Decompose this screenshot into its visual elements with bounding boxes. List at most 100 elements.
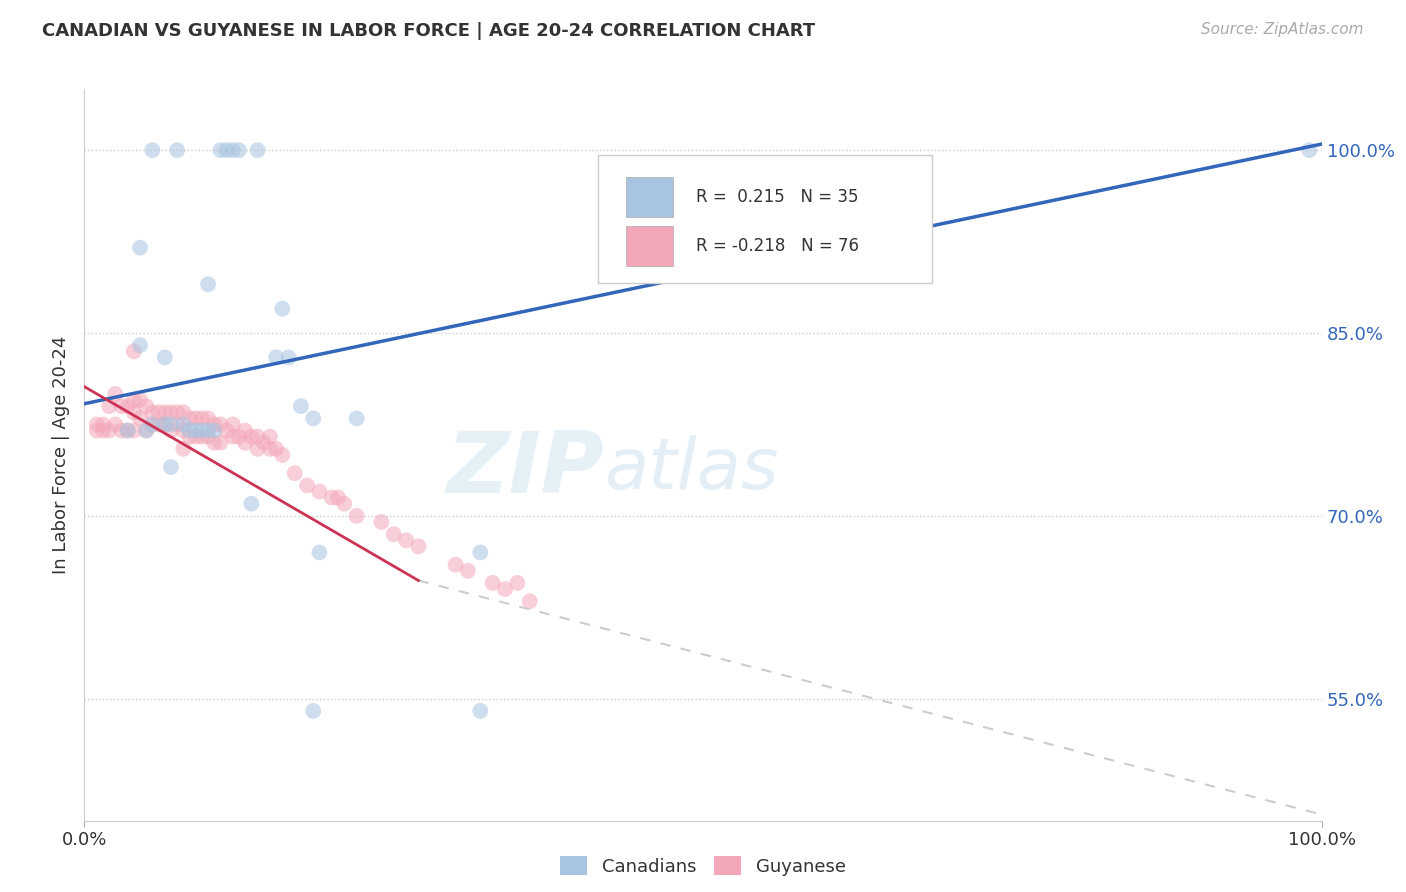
Point [264,351,287,365]
Point [519,594,541,608]
Point [122,424,145,438]
Point [141,417,163,432]
Point [91,417,114,432]
Text: R = -0.218   N = 76: R = -0.218 N = 76 [696,237,859,255]
Point [326,491,349,505]
Point [228,430,250,444]
Point [153,417,176,432]
Point [141,405,163,419]
Point [209,435,232,450]
Point [160,424,183,438]
Point [184,430,207,444]
Point [233,435,256,450]
Point [117,424,139,438]
Legend: Canadians, Guyanese: Canadians, Guyanese [551,847,855,885]
Point [153,351,176,365]
FancyBboxPatch shape [598,155,932,283]
Point [470,545,492,559]
Point [141,417,163,432]
Point [166,143,188,157]
Point [284,467,307,481]
Point [110,424,132,438]
Point [191,430,214,444]
Point [481,576,503,591]
Point [129,393,152,408]
Point [246,430,269,444]
Point [129,338,152,352]
Point [346,411,368,425]
Text: Source: ZipAtlas.com: Source: ZipAtlas.com [1201,22,1364,37]
Point [259,430,281,444]
Point [129,411,152,425]
Point [271,448,294,462]
Point [457,564,479,578]
Point [302,704,325,718]
Point [110,399,132,413]
Point [209,417,232,432]
Point [191,411,214,425]
Point [1298,143,1320,157]
Point [228,143,250,157]
Point [222,417,245,432]
Point [117,424,139,438]
Point [222,430,245,444]
Point [148,405,170,419]
Point [160,405,183,419]
Point [172,424,194,438]
Point [166,405,188,419]
Text: atlas: atlas [605,435,779,504]
Point [160,417,183,432]
Point [222,143,245,157]
Point [160,460,183,475]
Point [122,344,145,359]
Point [202,424,225,438]
Point [253,435,276,450]
Point [86,424,108,438]
Point [172,405,194,419]
Point [98,399,121,413]
Point [290,399,312,413]
Y-axis label: In Labor Force | Age 20-24: In Labor Force | Age 20-24 [52,335,70,574]
Point [197,277,219,292]
Point [209,143,232,157]
Point [202,417,225,432]
Point [184,411,207,425]
Point [135,424,157,438]
Point [135,399,157,413]
Text: R =  0.215   N = 35: R = 0.215 N = 35 [696,188,858,206]
FancyBboxPatch shape [626,226,673,266]
Point [141,143,163,157]
Point [295,478,318,492]
Point [370,515,392,529]
Point [91,424,114,438]
Point [321,491,343,505]
Point [259,442,281,456]
Point [444,558,467,572]
Point [104,417,127,432]
Text: CANADIAN VS GUYANESE IN LABOR FORCE | AGE 20-24 CORRELATION CHART: CANADIAN VS GUYANESE IN LABOR FORCE | AG… [42,22,815,40]
Point [246,442,269,456]
Point [246,143,269,157]
Point [197,430,219,444]
Point [264,442,287,456]
Point [117,399,139,413]
Point [333,497,356,511]
Point [179,411,201,425]
Point [104,387,127,401]
Point [122,393,145,408]
FancyBboxPatch shape [626,177,673,218]
Point [494,582,516,596]
Point [215,424,238,438]
Point [179,424,201,438]
Point [172,417,194,432]
Point [197,424,219,438]
Text: ZIP: ZIP [446,428,605,511]
Point [202,435,225,450]
Point [122,405,145,419]
Point [215,143,238,157]
Point [506,576,529,591]
Point [191,424,214,438]
Point [148,417,170,432]
Point [395,533,418,548]
Point [179,430,201,444]
